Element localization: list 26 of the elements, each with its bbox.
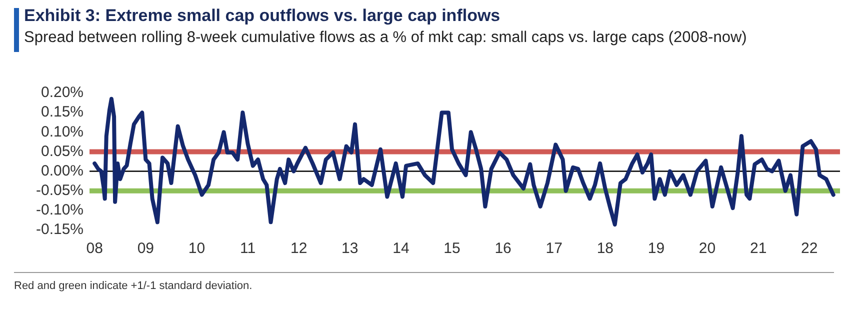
x-tick-label: 22 xyxy=(801,240,818,258)
x-tick-label: 19 xyxy=(648,240,665,258)
x-tick-label: 11 xyxy=(240,240,256,258)
x-tick-label: 20 xyxy=(698,240,716,258)
x-tick-label: 12 xyxy=(290,240,308,258)
text: Red and green indicate +1/-1 standard deviation. xyxy=(14,280,252,292)
y-tick-label: 0.20% xyxy=(40,84,84,102)
x-tick-label: 08 xyxy=(86,240,103,258)
x-tick-label: 16 xyxy=(494,240,512,258)
x-tick-label: 17 xyxy=(546,240,562,258)
y-tick-label: 0.05% xyxy=(40,142,84,160)
y-tick-label: -0.05% xyxy=(36,182,84,199)
y-tick-label: 0.00% xyxy=(40,162,84,180)
y-tick-label: -0.10% xyxy=(36,202,84,219)
x-tick-label: 15 xyxy=(444,240,460,258)
y-tick-label: -0.15% xyxy=(36,221,84,238)
x-tick-label: 14 xyxy=(392,240,410,258)
x-tick-label: 09 xyxy=(137,240,154,258)
x-tick-label: 13 xyxy=(342,240,358,258)
chart-subtitle: Spread between rolling 8-week cumulative flows as a % of mkt cap: small caps vs. large caps (2008-now) xyxy=(24,29,747,47)
x-tick-label: 21 xyxy=(750,240,767,258)
x-tick-label: 18 xyxy=(596,240,614,258)
y-tick-label: 0.15% xyxy=(40,104,84,121)
x-tick-label: 10 xyxy=(188,240,206,258)
y-tick-label: 0.10% xyxy=(40,123,84,140)
chart-title: Exhibit 3: Extreme small cap outflows vs. large cap inflows xyxy=(24,6,502,26)
